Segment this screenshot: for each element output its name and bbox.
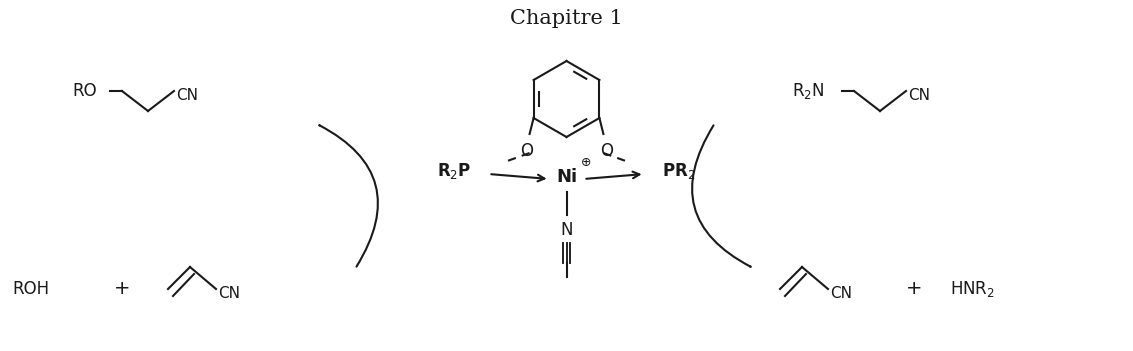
Text: PR$_2$: PR$_2$ (662, 161, 695, 181)
Text: Chapitre 1: Chapitre 1 (510, 9, 623, 28)
Text: +: + (113, 279, 130, 298)
Text: ROH: ROH (12, 280, 49, 298)
Text: CN: CN (218, 285, 240, 300)
Text: O: O (599, 142, 613, 160)
Text: ⊕: ⊕ (581, 157, 591, 170)
FancyArrowPatch shape (692, 125, 751, 267)
Text: CN: CN (176, 87, 198, 102)
Text: O: O (520, 142, 534, 160)
Text: Ni: Ni (556, 168, 577, 186)
Text: CN: CN (908, 87, 930, 102)
Text: HNR$_2$: HNR$_2$ (949, 279, 995, 299)
Text: R$_2$N: R$_2$N (792, 81, 825, 101)
FancyArrowPatch shape (320, 125, 378, 267)
Text: R$_2$P: R$_2$P (437, 161, 471, 181)
Text: N: N (560, 221, 573, 239)
Text: RO: RO (73, 82, 96, 100)
Text: CN: CN (830, 285, 852, 300)
Text: +: + (905, 279, 922, 298)
